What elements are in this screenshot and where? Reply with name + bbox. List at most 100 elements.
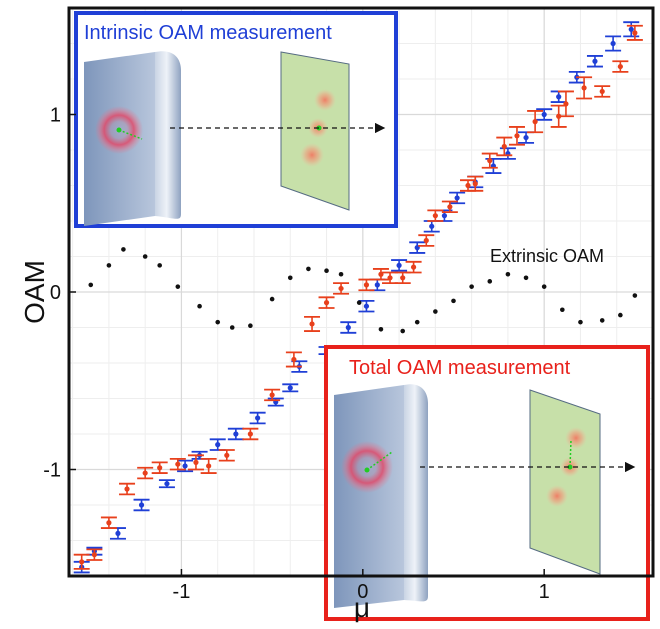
x-tick-label: -1: [173, 581, 191, 603]
data-point: [523, 275, 529, 281]
data-point: [157, 263, 162, 268]
data-point: [142, 254, 148, 259]
data-point: [124, 486, 130, 492]
intrinsic-inset-title: Intrinsic OAM measurement: [84, 22, 332, 44]
data-point: [247, 431, 253, 437]
data-point: [142, 470, 148, 476]
data-point: [441, 213, 448, 219]
data-point: [356, 300, 362, 305]
data-point: [400, 328, 406, 334]
total-inset-title: Total OAM measurement: [349, 357, 571, 379]
data-series: [73, 21, 643, 574]
data-point: [106, 263, 112, 268]
data-point: [618, 312, 623, 318]
data-point: [338, 285, 344, 292]
data-point: [345, 324, 351, 331]
data-point: [487, 158, 493, 164]
data-point: [423, 237, 429, 244]
data-point: [88, 282, 94, 288]
data-point: [324, 268, 329, 274]
data-point: [291, 356, 297, 363]
intrinsic-inset: Intrinsic OAM measurement: [74, 11, 398, 228]
x-tick-label: 0: [357, 581, 368, 603]
detection-screen: [280, 51, 350, 211]
total-inset: Total OAM measurement: [324, 345, 650, 621]
data-point: [599, 318, 605, 323]
data-point: [215, 442, 221, 448]
data-point: [229, 325, 235, 330]
data-point: [115, 530, 121, 537]
data-point: [632, 30, 638, 36]
data-point: [287, 275, 293, 281]
data-point: [164, 481, 170, 487]
data-point: [338, 271, 344, 277]
cylindrical-lens-diagram: [84, 51, 181, 226]
data-point: [91, 552, 97, 558]
x-axis-label: μ: [354, 592, 370, 623]
y-tick-label: 1: [50, 105, 61, 127]
data-point: [505, 271, 511, 277]
data-point: [451, 298, 456, 304]
data-point: [175, 284, 181, 289]
data-point: [578, 319, 583, 325]
data-point: [514, 133, 520, 139]
data-point: [248, 323, 253, 329]
data-point: [599, 88, 605, 95]
data-point: [374, 282, 380, 288]
data-point: [400, 275, 406, 281]
data-point: [378, 326, 384, 332]
data-point: [206, 463, 212, 469]
data-point: [560, 307, 565, 313]
data-point: [581, 85, 587, 91]
data-point: [465, 182, 471, 189]
cylindrical-lens-diagram: [334, 384, 428, 608]
axis-ticks: -1 0 1 -1 0 1: [43, 105, 550, 604]
data-point: [215, 319, 221, 325]
data-point: [224, 452, 230, 458]
data-point: [469, 284, 474, 289]
data-point: [363, 303, 370, 309]
data-point: [255, 415, 261, 421]
data-point: [541, 284, 547, 289]
series-black: [88, 247, 638, 334]
data-point: [182, 463, 188, 469]
extrinsic-oam-annotation: Extrinsic OAM: [490, 246, 604, 266]
data-point: [193, 459, 199, 465]
data-point: [269, 296, 275, 302]
data-point: [269, 392, 275, 398]
detection-screen: [529, 389, 601, 575]
y-axis-label: OAM: [19, 260, 50, 324]
data-point: [197, 303, 202, 309]
data-point: [387, 275, 393, 281]
data-point: [472, 181, 478, 187]
data-point: [592, 58, 598, 64]
data-point: [309, 321, 315, 327]
vortex-beam-ring: [341, 441, 393, 493]
data-point: [433, 309, 438, 314]
data-point: [541, 111, 547, 118]
data-point: [610, 40, 616, 47]
data-point: [432, 213, 438, 219]
data-point: [79, 559, 85, 565]
data-point: [447, 204, 453, 210]
data-point: [523, 134, 529, 141]
data-point: [563, 101, 569, 107]
data-point: [501, 143, 507, 150]
y-tick-label: -1: [43, 460, 61, 482]
data-point: [429, 223, 435, 229]
data-point: [414, 319, 420, 325]
data-point: [175, 461, 181, 467]
data-point: [632, 293, 638, 298]
data-point: [532, 119, 538, 125]
data-point: [323, 300, 330, 306]
data-point: [454, 195, 460, 201]
data-point: [233, 431, 239, 437]
data-point: [487, 279, 493, 284]
data-point: [306, 266, 311, 272]
data-point: [287, 385, 293, 391]
data-point: [363, 282, 370, 288]
data-point: [556, 94, 562, 100]
data-point: [628, 26, 634, 32]
data-point: [396, 262, 402, 268]
